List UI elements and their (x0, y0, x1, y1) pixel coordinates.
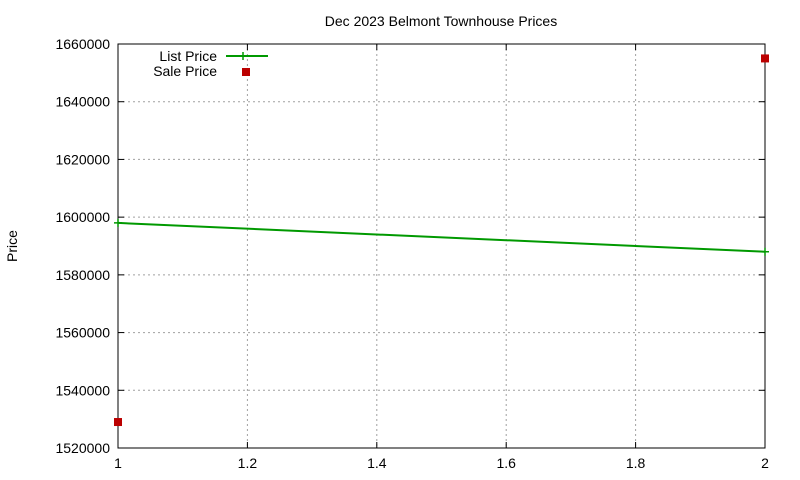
y-tick-label: 1600000 (55, 209, 110, 225)
y-axis-label: Price (4, 230, 20, 262)
sale-price-point (114, 418, 122, 427)
list-price-point (761, 247, 769, 256)
x-tick-label: 1.4 (367, 455, 387, 471)
tick-layer: 1 1.2 1.4 1.6 1.8 2 1520000 1540000 1560000 15800… (55, 36, 769, 471)
legend-marker-list-price (239, 52, 247, 60)
x-tick-label: 2 (761, 455, 769, 471)
legend-label-list-price: List Price (159, 48, 217, 64)
y-tick-label: 1540000 (55, 382, 110, 398)
sale-price-point (761, 54, 769, 63)
y-tick-label: 1520000 (55, 440, 110, 456)
grid-layer (118, 44, 765, 448)
legend-marker-sale-price (242, 68, 250, 76)
legend-label-sale-price: Sale Price (153, 63, 217, 79)
legend: List Price Sale Price (153, 48, 268, 79)
list-price-line (117, 221, 766, 253)
chart-title: Dec 2023 Belmont Townhouse Prices (325, 13, 557, 29)
list-price-point (114, 218, 122, 227)
x-tick-label: 1.6 (496, 455, 516, 471)
y-tick-label: 1660000 (55, 36, 110, 52)
y-tick-label: 1620000 (55, 151, 110, 167)
x-tick-label: 1 (114, 455, 122, 471)
x-tick-label: 1.8 (626, 455, 646, 471)
y-tick-label: 1580000 (55, 267, 110, 283)
plot-frame (117, 43, 766, 449)
y-tick-label: 1640000 (55, 94, 110, 110)
x-tick-label: 1.2 (238, 455, 258, 471)
y-tick-label: 1560000 (55, 325, 110, 341)
series-layer (114, 54, 769, 427)
